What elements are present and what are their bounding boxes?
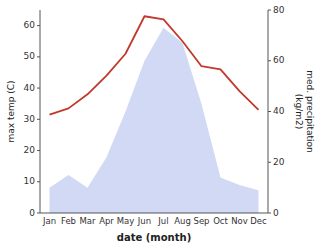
y2-tick	[268, 10, 271, 11]
y2-axis-label-line: (kg/m2)	[294, 94, 304, 129]
y-axis-line	[40, 10, 41, 213]
x-axis-label: date (month)	[117, 232, 191, 243]
x-tick-label: Jan	[42, 216, 56, 226]
y-tick-label: 20	[24, 145, 36, 155]
x-tick-label: Sep	[193, 216, 209, 226]
y-tick	[37, 213, 40, 214]
x-axis-line	[40, 213, 268, 214]
precip-area	[50, 28, 259, 213]
x-tick-label: Jun	[137, 216, 151, 226]
x-tick-label: May	[117, 216, 135, 226]
plot-area	[50, 16, 259, 213]
y2-tick-label: 0	[273, 208, 279, 218]
x-tick-label: Jul	[157, 216, 168, 226]
x-tick-label: Feb	[61, 216, 76, 226]
y-tick	[37, 150, 40, 151]
x-tick-label: Oct	[213, 216, 228, 226]
y2-axis-label-line: med. precipitation	[305, 70, 315, 152]
x-tick-label: Apr	[99, 216, 114, 226]
y-tick	[37, 119, 40, 120]
x-tick-label: Nov	[231, 216, 248, 226]
y2-tick-label: 20	[273, 157, 285, 167]
chart: 0 10 20 30 40 50 60 0 20 40 60 80 Jan FebMarAprMayJun…	[0, 0, 318, 247]
x-tick-label: Mar	[79, 216, 96, 226]
temp-line	[50, 16, 259, 114]
y-tick	[37, 88, 40, 89]
y-tick-label: 50	[24, 51, 36, 61]
y2-axis-label: med. precipitation(kg/m2)	[294, 70, 315, 152]
y-tick-label: 60	[24, 20, 36, 30]
y2-tick-label: 40	[273, 106, 285, 116]
y2-tick	[268, 111, 271, 112]
y-tick-label: 10	[24, 176, 36, 186]
y-tick	[37, 56, 40, 57]
y2-tick	[268, 213, 271, 214]
y-tick-label: 0	[29, 208, 35, 218]
y-axis-label: max temp (C)	[6, 80, 16, 142]
y2-tick-label: 80	[273, 5, 285, 15]
y-tick-label: 40	[24, 83, 36, 93]
y2-tick-label: 60	[273, 55, 285, 65]
background	[0, 0, 318, 247]
y2-tick	[268, 60, 271, 61]
y-tick-label: 30	[24, 114, 36, 124]
x-tick-label: Dec	[250, 216, 267, 226]
y-tick	[37, 25, 40, 26]
y-tick	[37, 181, 40, 182]
x-tick-label: Aug	[174, 216, 191, 226]
y2-tick	[268, 162, 271, 163]
